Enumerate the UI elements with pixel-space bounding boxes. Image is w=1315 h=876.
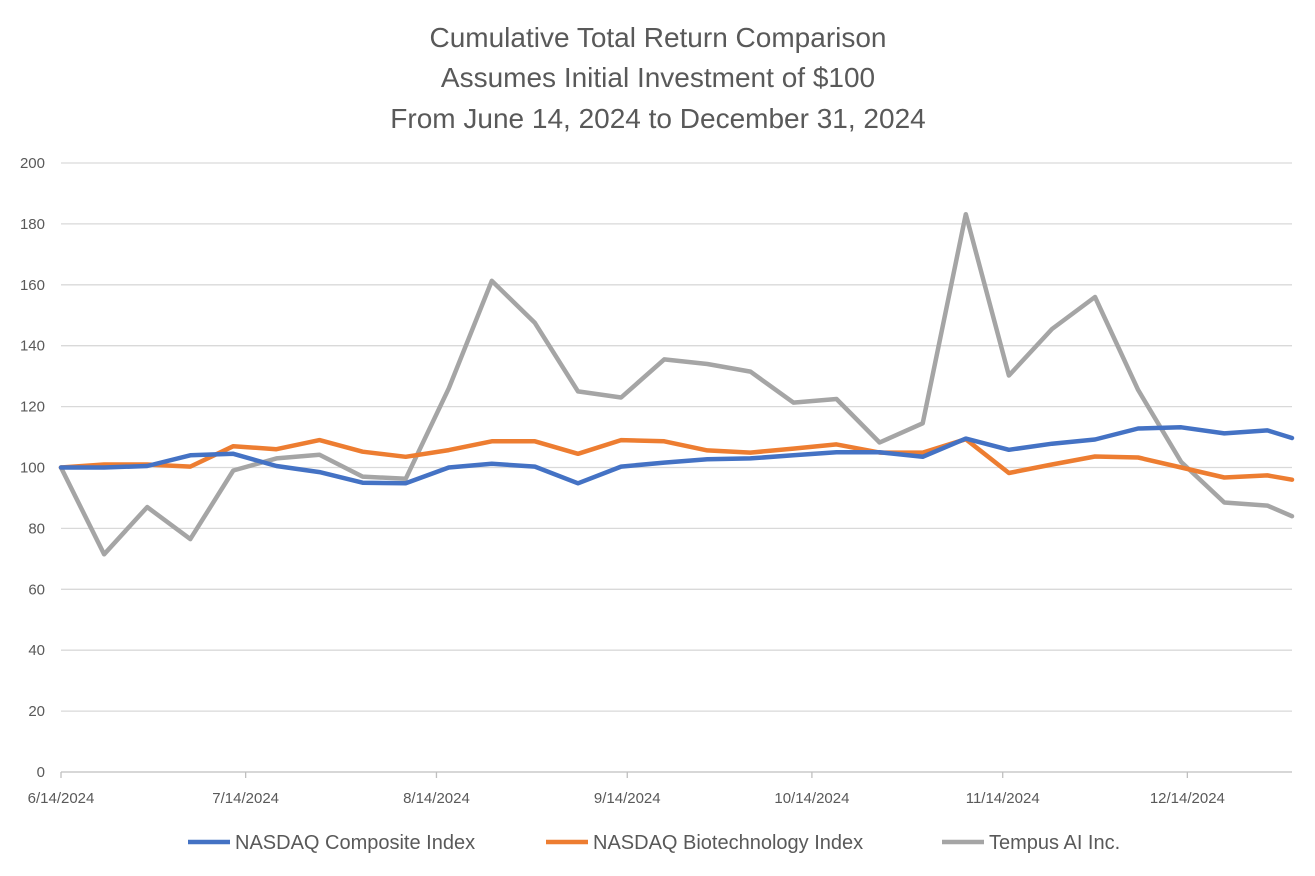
legend-label: NASDAQ Biotechnology Index (593, 832, 863, 854)
y-tick-label: 100 (20, 460, 45, 477)
chart-title-line-1: Cumulative Total Return Comparison (429, 22, 886, 53)
y-tick-label: 140 (20, 338, 45, 355)
series-line-nasdaq-biotechnology-index (58, 436, 1295, 482)
x-axis: 6/14/2024 7/14/2024 8/14/2024 9/14/2024 10/1… (28, 771, 1292, 807)
y-tick-label: 180 (20, 216, 45, 233)
x-tick-label: 6/14/2024 (28, 790, 95, 807)
y-axis: 0 20 40 60 80 100 120 140 160 180 200 (20, 155, 45, 781)
y-tick-label: 80 (28, 520, 45, 537)
chart-subtitle-line-2: Assumes Initial Investment of $100 (441, 62, 875, 93)
y-tick-label: 20 (28, 703, 45, 720)
y-tick-label: 0 (37, 764, 45, 781)
x-tick-label: 10/14/2024 (774, 790, 849, 807)
legend-label: Tempus AI Inc. (989, 832, 1120, 854)
series-line-nasdaq-composite-index (58, 425, 1295, 486)
y-tick-label: 160 (20, 277, 45, 294)
y-tick-label: 200 (20, 155, 45, 172)
legend-label: NASDAQ Composite Index (235, 832, 475, 854)
y-tick-label: 60 (28, 581, 45, 598)
gridlines (61, 162, 1292, 712)
x-tick-label: 8/14/2024 (403, 790, 470, 807)
x-tick-label: 7/14/2024 (212, 790, 279, 807)
x-tick-label: 11/14/2024 (966, 790, 1040, 807)
chart-subtitle-line-3: From June 14, 2024 to December 31, 2024 (390, 103, 925, 134)
legend: NASDAQ Composite Index NASDAQ Biotechnolo… (188, 832, 1120, 854)
x-tick-label: 12/14/2024 (1150, 790, 1225, 807)
y-tick-label: 40 (28, 642, 45, 659)
x-tick-label: 9/14/2024 (594, 790, 661, 807)
y-tick-label: 120 (20, 399, 45, 416)
series-lines (58, 211, 1295, 557)
chart-title: Cumulative Total Return Comparison Assum… (390, 22, 925, 134)
series-line-tempus-ai-inc- (58, 211, 1295, 557)
